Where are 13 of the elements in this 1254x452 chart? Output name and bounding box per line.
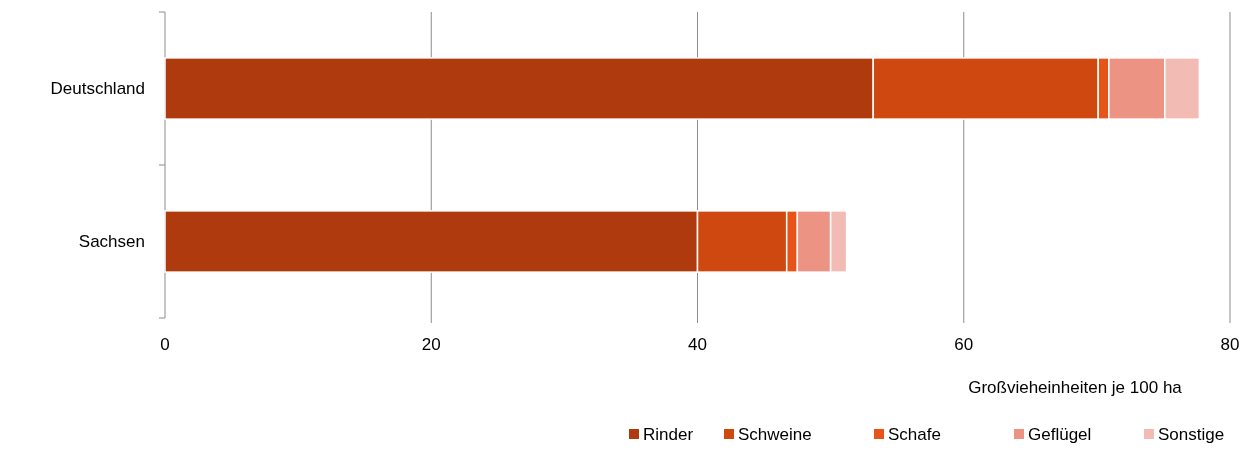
y-tick-label: Deutschland [50,79,145,99]
x-tick-label: 40 [688,335,707,354]
legend-label: Schweine [738,425,812,444]
x-tick-label: 20 [421,335,441,354]
legend-label: Sonstige [1158,425,1225,444]
legend-label: Geflügel [1028,425,1092,444]
legend-label: Rinder [643,425,694,444]
legend-label: Schafe [888,425,941,444]
x-tick-label: 80 [1220,335,1240,354]
x-axis-title: Großvieheinheiten je 100 ha [968,378,1183,397]
y-tick-label: Sachsen [78,232,145,252]
x-tick-label: 0 [160,335,170,354]
x-tick-label: 60 [954,335,974,354]
